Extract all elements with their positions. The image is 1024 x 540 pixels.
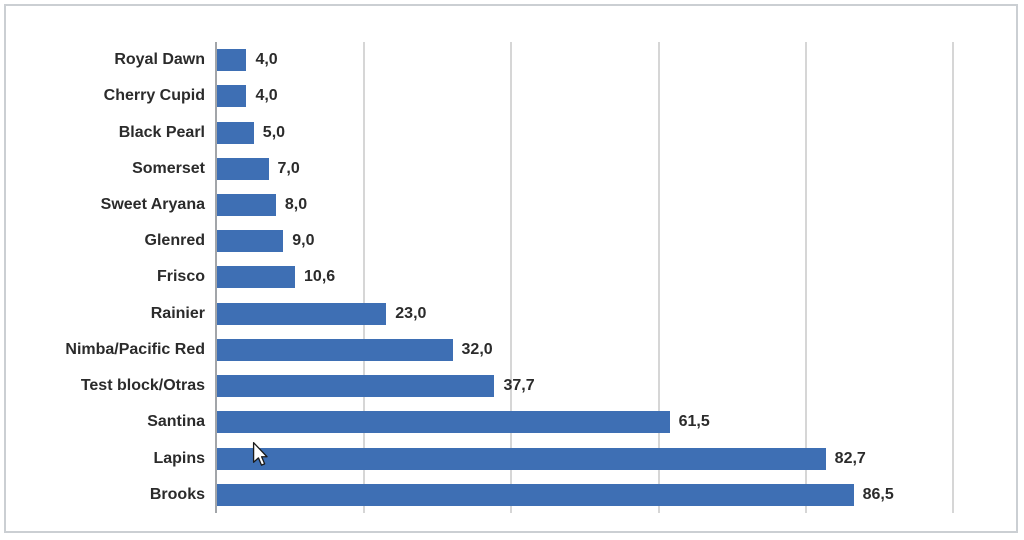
cursor-arrow-icon — [252, 442, 268, 466]
category-label: Somerset — [132, 159, 205, 177]
bar-track: 37,7 — [217, 368, 1010, 404]
bar-track: 61,5 — [217, 404, 1010, 440]
category-label: Glenred — [144, 232, 205, 250]
value-label: 8,0 — [284, 195, 308, 213]
bar-track: 4,0 — [217, 42, 1010, 78]
value-label: 5,0 — [262, 123, 286, 141]
bar-rows: Royal Dawn 4,0 Cherry Cupid 4,0 Black Pearl 5… — [0, 42, 1010, 513]
bar-track: 86,5 — [217, 477, 1010, 513]
gridline — [363, 42, 366, 513]
category-label: Sweet Aryana — [100, 195, 205, 213]
bar — [217, 85, 247, 108]
category-label: Rainier — [150, 304, 205, 322]
category-label: Black Pearl — [118, 123, 205, 141]
bar-row: Somerset 7,0 — [0, 151, 1010, 187]
category-label: Test block/Otras — [80, 377, 205, 395]
bar-row: Lapins 82,7 — [0, 440, 1010, 476]
value-label: 37,7 — [503, 377, 535, 395]
bar-track: 4,0 — [217, 78, 1010, 114]
category-label: Brooks — [149, 485, 205, 503]
category-label: Cherry Cupid — [103, 87, 205, 105]
value-label: 7,0 — [277, 159, 300, 177]
value-label: 23,0 — [395, 304, 427, 322]
bar — [217, 338, 453, 361]
bar-row: Frisco 10,6 — [0, 259, 1010, 295]
bar — [217, 157, 269, 180]
bar-track: 32,0 — [217, 332, 1010, 368]
value-label: 10,6 — [304, 268, 336, 286]
value-label: 61,5 — [678, 413, 710, 431]
gridline — [952, 42, 954, 513]
bar-track: 8,0 — [217, 187, 1010, 223]
bar — [217, 49, 247, 72]
value-label: 9,0 — [292, 232, 315, 250]
gridline — [804, 42, 807, 513]
gridline — [657, 42, 660, 513]
bar — [217, 375, 495, 398]
bar-row: Brooks 86,5 — [0, 477, 1010, 513]
value-label: 32,0 — [461, 340, 493, 358]
bar-row: Sweet Aryana 8,0 — [0, 187, 1010, 223]
bar — [217, 230, 284, 253]
bar-row: Santina 61,5 — [0, 404, 1010, 440]
bar-track: 5,0 — [217, 114, 1010, 150]
category-label: Royal Dawn — [114, 51, 205, 69]
category-label: Lapins — [153, 449, 205, 467]
bar — [217, 302, 387, 325]
bar-row: Rainier 23,0 — [0, 296, 1010, 332]
value-label: 82,7 — [834, 449, 866, 467]
bar-row: Cherry Cupid 4,0 — [0, 78, 1010, 114]
bar-track: 9,0 — [217, 223, 1010, 259]
bar-row: Glenred 9,0 — [0, 223, 1010, 259]
bar-row: Black Pearl 5,0 — [0, 114, 1010, 150]
bar-track: 10,6 — [217, 259, 1010, 295]
category-label: Frisco — [156, 268, 205, 286]
bar — [217, 266, 296, 289]
y-axis-line — [215, 42, 217, 513]
bar-track: 82,7 — [217, 440, 1010, 476]
bar — [217, 411, 670, 434]
bar-row: Test block/Otras 37,7 — [0, 368, 1010, 404]
bar — [217, 447, 826, 470]
value-label: 4,0 — [255, 51, 278, 69]
bar-row: Royal Dawn 4,0 — [0, 42, 1010, 78]
gridline — [510, 42, 513, 513]
category-label: Nimba/Pacific Red — [65, 340, 205, 358]
value-label: 86,5 — [862, 485, 894, 503]
bar-row: Nimba/Pacific Red 32,0 — [0, 332, 1010, 368]
bar — [217, 121, 254, 144]
value-label: 4,0 — [255, 87, 278, 105]
bar — [217, 483, 854, 506]
bar-track: 7,0 — [217, 151, 1010, 187]
bar — [217, 193, 276, 216]
bar-track: 23,0 — [217, 296, 1010, 332]
category-label: Santina — [147, 413, 205, 431]
